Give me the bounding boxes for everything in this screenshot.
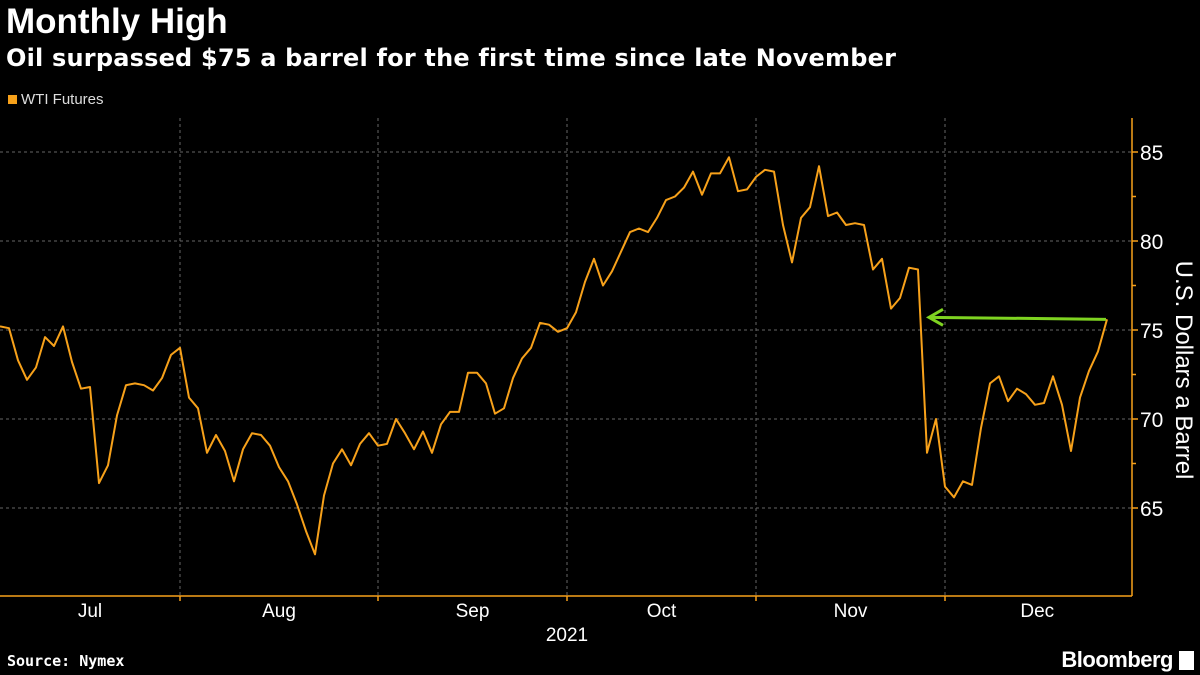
legend-swatch	[8, 95, 17, 104]
legend-label: WTI Futures	[21, 91, 104, 108]
source-note: Source: Nymex	[7, 652, 125, 670]
bloomberg-logo: Bloomberg	[1061, 647, 1194, 673]
y-tick-label: 75	[1140, 320, 1163, 343]
x-tick-label: Nov	[834, 601, 868, 622]
x-tick-label: Sep	[456, 601, 490, 622]
x-tick-label: Dec	[1020, 601, 1054, 622]
x-tick-label: Jul	[78, 601, 102, 622]
y-tick-label: 70	[1140, 409, 1163, 432]
y-tick-label: 65	[1140, 498, 1163, 521]
x-axis-year-label: 2021	[546, 625, 588, 646]
x-tick-label: Oct	[647, 601, 677, 622]
brand-text: Bloomberg	[1061, 647, 1173, 672]
bloomberg-terminal-icon	[1179, 650, 1194, 670]
chart-title: Monthly High	[6, 2, 228, 41]
chart-subtitle: Oil surpassed $75 a barrel for the first…	[6, 44, 897, 72]
y-tick-label: 85	[1140, 142, 1163, 165]
legend: WTI Futures	[8, 91, 104, 108]
annotation-arrow-line	[928, 315, 1107, 321]
x-tick-label: Aug	[262, 601, 296, 622]
series-line-wti-futures	[0, 156, 1108, 556]
y-axis-label: U.S. Dollars a Barrel	[1170, 261, 1197, 480]
y-tick-label: 80	[1140, 231, 1163, 254]
annotation-arrow-head-icon	[925, 308, 944, 327]
